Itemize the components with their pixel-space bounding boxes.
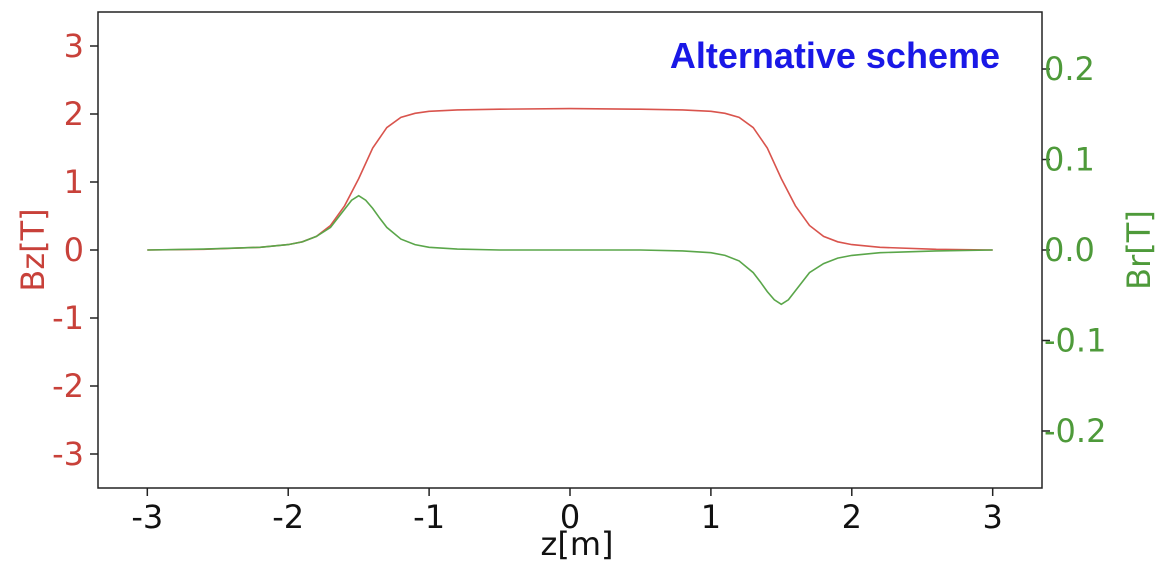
x-tick-label: 3	[983, 498, 1003, 536]
x-tick-label: -1	[413, 498, 445, 536]
right-tick-label: 0.0	[1044, 231, 1095, 269]
x-tick-label: -3	[131, 498, 163, 536]
x-tick-label: -2	[272, 498, 304, 536]
bz-series-line	[147, 107, 993, 251]
left-tick-label: -1	[52, 299, 84, 337]
br-series-line	[147, 194, 993, 306]
x-tick-label: 2	[842, 498, 862, 536]
left-tick-label: 0	[64, 231, 84, 269]
right-tick-label: -0.2	[1044, 412, 1106, 450]
left-tick-label: 3	[64, 27, 84, 65]
right-tick-label: 0.2	[1044, 50, 1095, 88]
x-tick-label: 1	[701, 498, 721, 536]
left-tick-label: -2	[52, 367, 84, 405]
left-tick-label: -3	[52, 435, 84, 473]
chart-annotation: Alternative scheme	[670, 35, 1000, 76]
x-axis-label: z[m]	[541, 525, 614, 563]
right-axis-label: Br[T]	[1120, 210, 1158, 290]
x-tick-label: 0	[560, 498, 580, 536]
x-axis-ticks: -3 -2 -1 0 1 2 3	[131, 488, 1003, 536]
right-tick-label: -0.1	[1044, 321, 1106, 359]
left-tick-label: 1	[64, 163, 84, 201]
right-axis-ticks: 0.2 0.1 0.0 -0.1 -0.2	[1042, 50, 1106, 450]
left-axis-label: Bz[T]	[14, 208, 52, 291]
left-tick-label: 2	[64, 95, 84, 133]
right-tick-label: 0.1	[1044, 141, 1095, 179]
left-axis-ticks: 3 2 1 0 -1 -2 -3	[52, 27, 98, 473]
